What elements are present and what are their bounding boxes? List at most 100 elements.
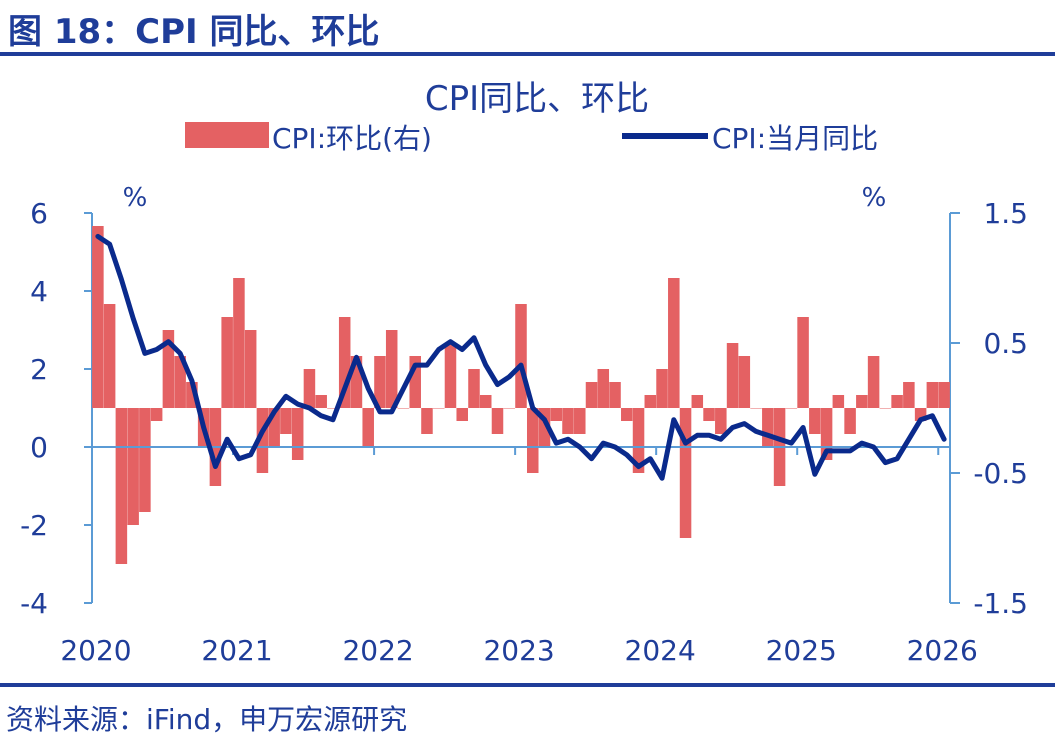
mom-bar — [832, 395, 845, 408]
mom-bar — [139, 408, 151, 512]
mom-bar — [115, 408, 128, 564]
x-axis-tick-label: 2021 — [201, 634, 272, 667]
right-axis-tick-label: -1.5 — [973, 587, 1028, 620]
mom-bar — [538, 408, 551, 447]
mom-bar — [574, 408, 586, 434]
mom-bar — [350, 356, 363, 408]
yoy-line-group — [95, 233, 947, 481]
mom-bar — [162, 330, 175, 408]
right-axis-tick-label: 1.5 — [983, 197, 1028, 230]
mom-bar — [715, 408, 727, 434]
mom-bar — [409, 356, 421, 408]
left-axis-unit: % — [123, 183, 148, 213]
mom-bar — [432, 408, 445, 409]
cpi-chart: CPI同比、环比 CPI:环比(右) CPI:当月同比 % % 6 4 2 0 -2 -4… — [20, 79, 1028, 667]
mom-bar — [597, 369, 610, 408]
mom-bar — [738, 356, 751, 408]
mom-bar — [762, 408, 774, 447]
mom-bar — [679, 408, 692, 538]
mom-bar — [186, 382, 198, 408]
mom-bar — [385, 330, 398, 408]
x-axis-tick-label: 2025 — [766, 634, 837, 667]
mom-bar — [503, 408, 516, 409]
mom-bars — [92, 226, 950, 564]
mom-bar — [820, 408, 833, 460]
mom-bar — [256, 408, 269, 473]
left-axis: 6 4 2 0 -2 -4 — [20, 197, 93, 620]
mom-bar — [338, 317, 351, 408]
mom-bar — [867, 356, 880, 408]
mom-bar — [856, 395, 868, 408]
mom-bar — [92, 226, 104, 408]
mom-bar — [703, 408, 715, 421]
x-axis-tick-label: 2023 — [483, 634, 554, 667]
mom-bar — [691, 395, 704, 408]
mom-bar — [621, 408, 633, 421]
mom-bar — [421, 408, 433, 434]
mom-bar — [303, 369, 316, 408]
mom-bar — [362, 408, 374, 447]
mom-bar — [903, 382, 915, 408]
mom-bar — [656, 369, 668, 408]
bottom-rule — [0, 683, 1055, 687]
mom-bar — [879, 408, 892, 409]
mom-bar — [491, 408, 504, 434]
mom-bar — [550, 408, 563, 421]
x-axis-tick-label: 2020 — [60, 634, 131, 667]
mom-bar — [785, 408, 798, 409]
mom-bar — [127, 408, 139, 525]
mom-bar — [938, 382, 950, 408]
mom-bar — [750, 408, 762, 409]
mom-bar — [926, 382, 939, 408]
legend-line-label: CPI:当月同比 — [712, 122, 878, 155]
top-rule — [0, 52, 1055, 56]
right-axis-tick-label: -0.5 — [973, 457, 1028, 490]
right-axis-tick-label: 0.5 — [983, 327, 1028, 360]
mom-bar — [644, 395, 657, 408]
x-axis: 2020 2021 2022 2023 2024 2025 2026 — [60, 634, 978, 667]
mom-bar — [479, 395, 492, 408]
left-axis-tick-label: -4 — [20, 587, 48, 620]
mom-bar — [844, 408, 856, 434]
mom-bar — [562, 408, 574, 434]
mom-bar — [632, 408, 645, 473]
mom-bar — [526, 408, 539, 473]
mom-bar — [233, 278, 245, 408]
mom-bar — [797, 317, 809, 408]
left-axis-tick-label: 6 — [30, 197, 48, 230]
source-note: 资料来源：iFind，申万宏源研究 — [6, 703, 408, 736]
mom-bar — [327, 408, 339, 409]
mom-bar — [515, 304, 527, 408]
legend: CPI:环比(右) CPI:当月同比 — [185, 122, 878, 155]
legend-bar-swatch — [185, 122, 269, 148]
left-axis-tick-label: 0 — [30, 431, 48, 464]
mom-bar — [244, 330, 257, 408]
left-axis-tick-label: 4 — [30, 275, 48, 308]
left-axis-tick-label: 2 — [30, 353, 48, 386]
mom-bar — [150, 408, 163, 421]
mom-bar — [891, 395, 903, 408]
mom-bar — [268, 408, 280, 447]
mom-bar — [315, 395, 327, 408]
mom-bar — [726, 343, 739, 408]
right-axis: 1.5 0.5 -0.5 -1.5 — [949, 197, 1028, 620]
x-axis-tick-label: 2024 — [625, 634, 696, 667]
mom-bar — [291, 408, 304, 460]
mom-bar — [374, 356, 386, 408]
mom-bar — [609, 382, 621, 408]
mom-bar — [585, 382, 598, 408]
figure-title: 图 18：CPI 同比、环比 — [8, 12, 380, 52]
mom-bar — [221, 317, 233, 408]
chart-title: CPI同比、环比 — [425, 79, 649, 119]
mom-bar — [468, 369, 480, 408]
mom-bar — [668, 278, 680, 408]
mom-bar — [914, 408, 927, 421]
left-axis-tick-label: -2 — [20, 509, 48, 542]
yoy-line — [95, 233, 947, 481]
legend-bar-label: CPI:环比(右) — [272, 122, 432, 155]
mom-bar — [809, 408, 821, 434]
mom-bar — [280, 408, 292, 434]
mom-bar — [397, 408, 410, 409]
x-axis-tick-label: 2026 — [907, 634, 978, 667]
x-axis-tick-label: 2022 — [342, 634, 413, 667]
